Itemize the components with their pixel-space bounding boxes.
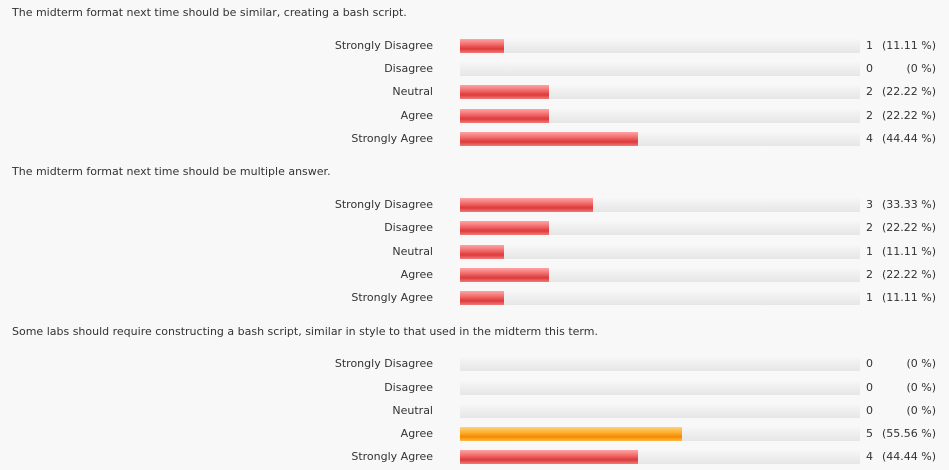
answer-count: 0	[866, 357, 873, 370]
bar-fill	[460, 109, 549, 123]
answer-percent: (44.44 %)	[881, 132, 936, 145]
answer-count: 0	[866, 62, 873, 75]
bar-fill	[460, 132, 638, 146]
question-1-text: The midterm format next time should be s…	[12, 6, 407, 19]
answer-row-q2-strongly-disagree: Strongly Disagree 3 (33.33 %)	[0, 197, 949, 213]
question-3-text: Some labs should require constructing a …	[12, 325, 598, 338]
answer-label: Neutral	[392, 245, 433, 258]
answer-row-q2-neutral: Neutral 1 (11.11 %)	[0, 244, 949, 260]
answer-label: Strongly Agree	[351, 450, 433, 463]
answer-count: 4	[866, 132, 873, 145]
bar-fill	[460, 291, 505, 305]
answer-percent: (0 %)	[906, 381, 936, 394]
bar-track	[460, 85, 860, 99]
answer-label: Disagree	[384, 221, 433, 234]
answer-percent: (11.11 %)	[881, 245, 936, 258]
answer-label: Strongly Disagree	[334, 198, 433, 211]
answer-percent: (22.22 %)	[881, 85, 936, 98]
answer-percent: (33.33 %)	[881, 198, 936, 211]
answer-count: 2	[866, 109, 873, 122]
question-2-text: The midterm format next time should be m…	[12, 165, 331, 178]
bar-track	[460, 245, 860, 259]
answer-percent: (0 %)	[906, 62, 936, 75]
bar-track	[460, 198, 860, 212]
answer-row-q1-disagree: Disagree 0 (0 %)	[0, 61, 949, 77]
bar-fill	[460, 427, 683, 441]
answer-percent: (11.11 %)	[881, 39, 936, 52]
answer-label: Strongly Agree	[351, 291, 433, 304]
bar-track	[460, 132, 860, 146]
bar-track	[460, 109, 860, 123]
answer-percent: (22.22 %)	[881, 109, 936, 122]
bar-fill	[460, 245, 505, 259]
answer-count: 1	[866, 39, 873, 52]
answer-count: 1	[866, 245, 873, 258]
answer-row-q3-disagree: Disagree 0 (0 %)	[0, 380, 949, 396]
answer-percent: (0 %)	[906, 404, 936, 417]
answer-count: 1	[866, 291, 873, 304]
bar-track	[460, 404, 860, 418]
answer-row-q1-strongly-agree: Strongly Agree 4 (44.44 %)	[0, 131, 949, 147]
bar-fill	[460, 198, 594, 212]
bar-track	[460, 381, 860, 395]
bar-track	[460, 291, 860, 305]
answer-count: 2	[866, 221, 873, 234]
bar-track	[460, 427, 860, 441]
answer-row-q3-neutral: Neutral 0 (0 %)	[0, 403, 949, 419]
answer-count: 3	[866, 198, 873, 211]
answer-percent: (0 %)	[906, 357, 936, 370]
answer-count: 0	[866, 404, 873, 417]
answer-percent: (22.22 %)	[881, 268, 936, 281]
answer-row-q3-strongly-agree: Strongly Agree 4 (44.44 %)	[0, 449, 949, 465]
answer-row-q1-strongly-disagree: Strongly Disagree 1 (11.11 %)	[0, 38, 949, 54]
bar-fill	[460, 450, 638, 464]
bar-fill	[460, 268, 549, 282]
bar-track	[460, 62, 860, 76]
answer-label: Strongly Disagree	[334, 357, 433, 370]
answer-percent: (55.56 %)	[881, 427, 936, 440]
answer-label: Agree	[400, 109, 433, 122]
answer-row-q1-neutral: Neutral 2 (22.22 %)	[0, 84, 949, 100]
answer-label: Neutral	[392, 85, 433, 98]
answer-row-q3-agree: Agree 5 (55.56 %)	[0, 426, 949, 442]
answer-label: Agree	[400, 427, 433, 440]
answer-row-q2-strongly-agree: Strongly Agree 1 (11.11 %)	[0, 290, 949, 306]
answer-label: Neutral	[392, 404, 433, 417]
answer-row-q2-disagree: Disagree 2 (22.22 %)	[0, 220, 949, 236]
answer-count: 4	[866, 450, 873, 463]
bar-track	[460, 39, 860, 53]
bar-fill	[460, 85, 549, 99]
answer-label: Strongly Disagree	[334, 39, 433, 52]
answer-count: 2	[866, 85, 873, 98]
answer-count: 0	[866, 381, 873, 394]
answer-label: Disagree	[384, 381, 433, 394]
answer-count: 5	[866, 427, 873, 440]
answer-percent: (11.11 %)	[881, 291, 936, 304]
bar-track	[460, 450, 860, 464]
answer-row-q1-agree: Agree 2 (22.22 %)	[0, 108, 949, 124]
bar-track	[460, 268, 860, 282]
answer-percent: (44.44 %)	[881, 450, 936, 463]
answer-label: Agree	[400, 268, 433, 281]
answer-count: 2	[866, 268, 873, 281]
answer-label: Strongly Agree	[351, 132, 433, 145]
answer-percent: (22.22 %)	[881, 221, 936, 234]
answer-row-q3-strongly-disagree: Strongly Disagree 0 (0 %)	[0, 356, 949, 372]
bar-track	[460, 357, 860, 371]
answer-label: Disagree	[384, 62, 433, 75]
bar-fill	[460, 39, 505, 53]
bar-fill	[460, 221, 549, 235]
bar-track	[460, 221, 860, 235]
answer-row-q2-agree: Agree 2 (22.22 %)	[0, 267, 949, 283]
